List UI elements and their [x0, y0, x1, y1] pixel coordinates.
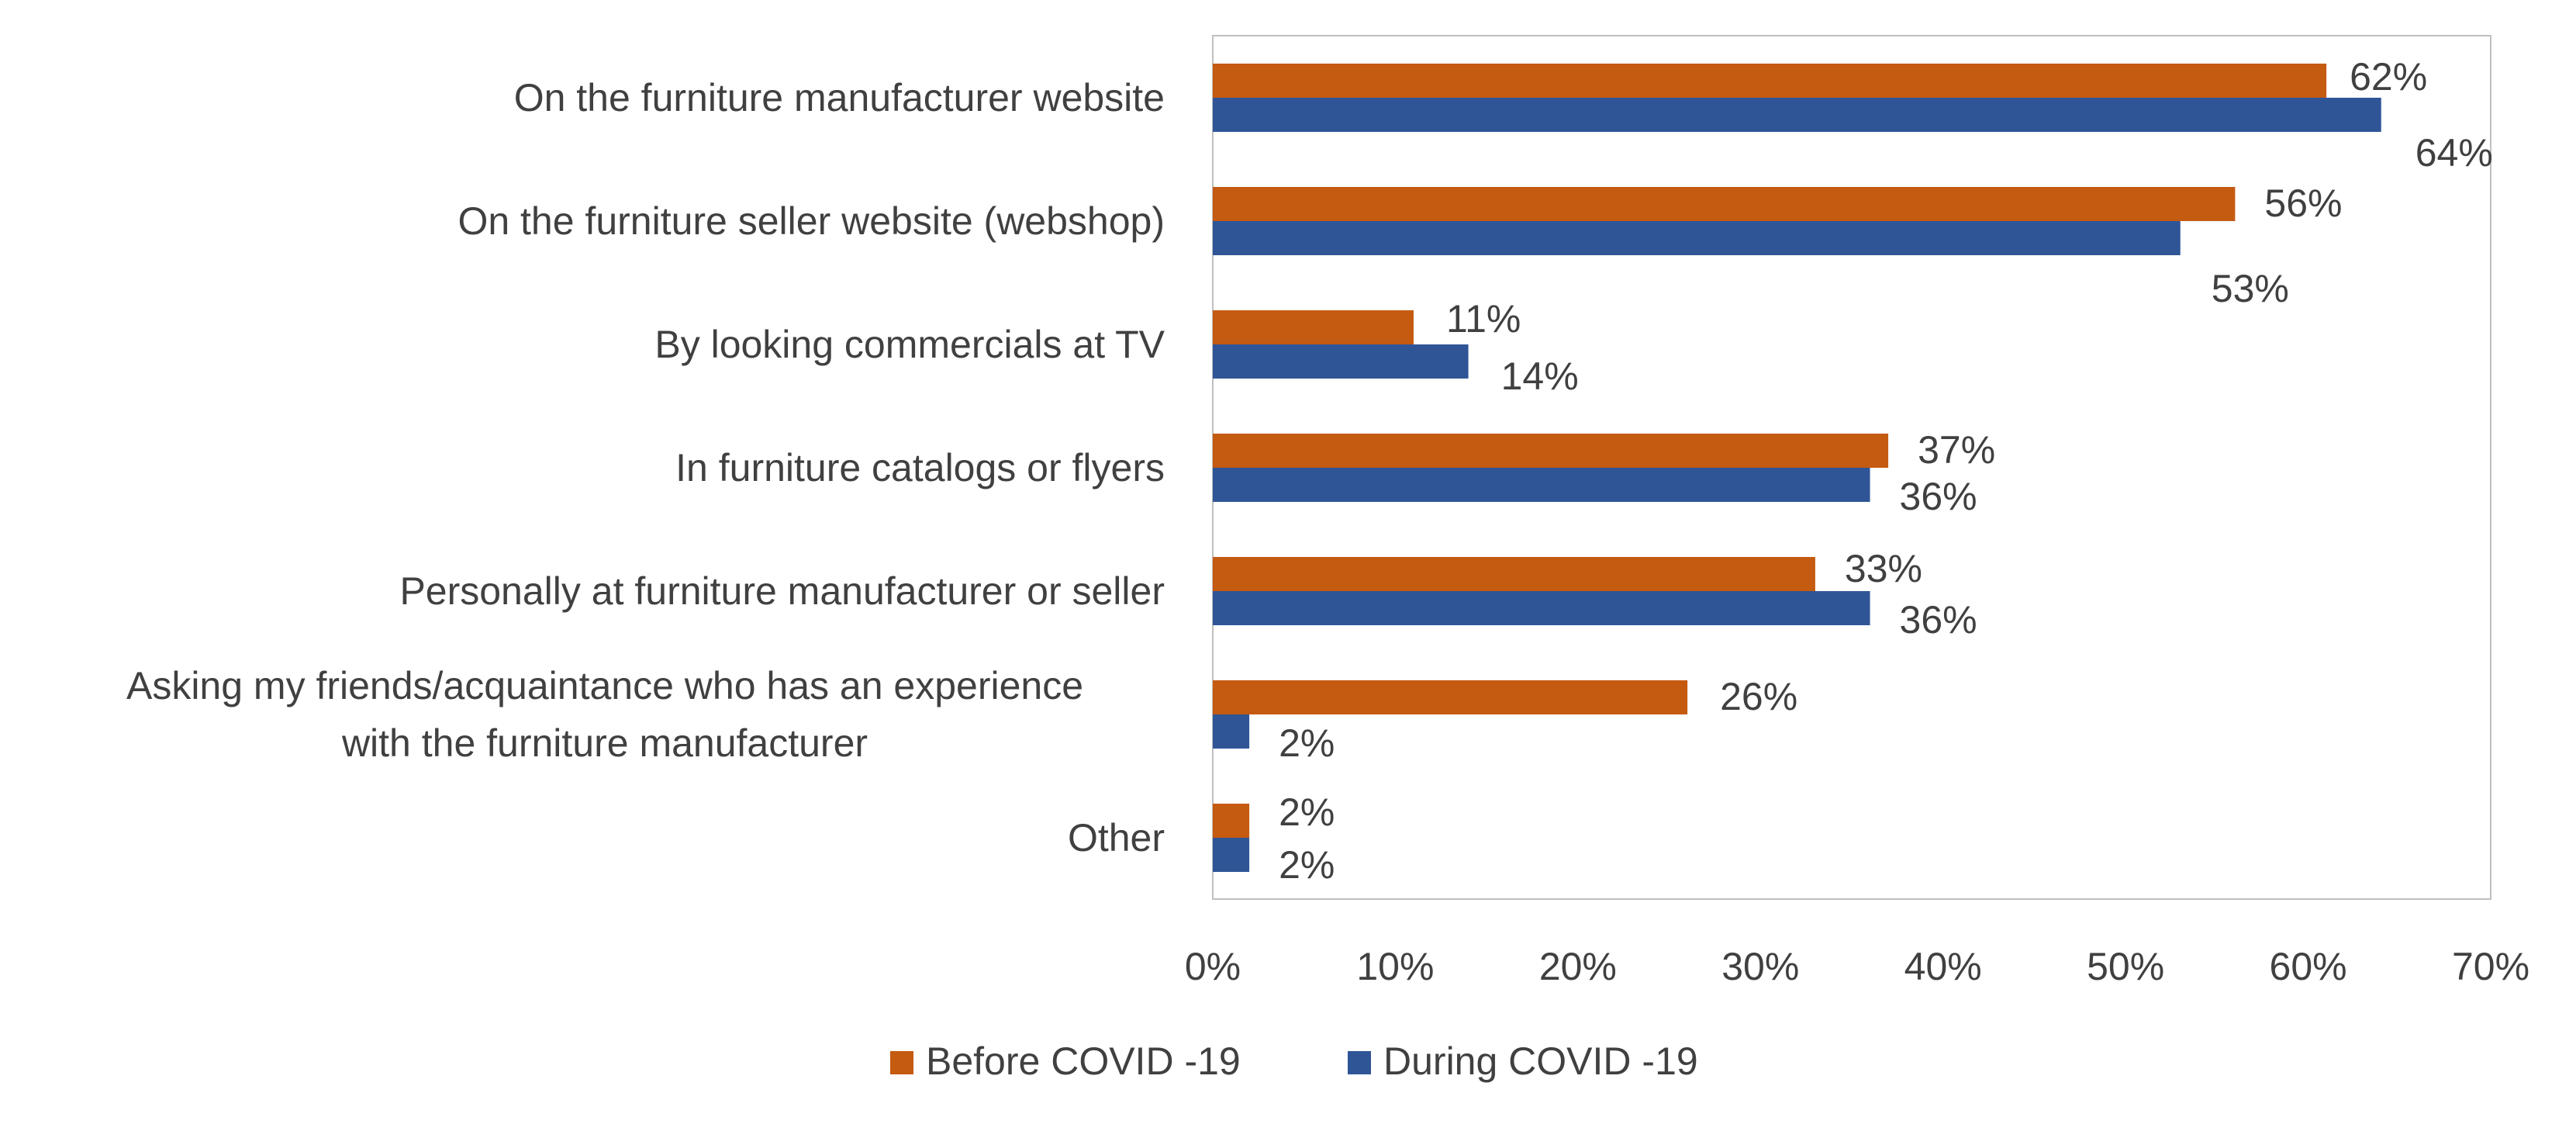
x-tick-label: 10%	[1356, 945, 1434, 988]
data-label-before-covid: 37%	[1918, 428, 1995, 472]
category-label: By looking commercials at TV	[654, 323, 1165, 366]
data-label-during-covid: 53%	[2212, 267, 2289, 310]
bar-during-covid	[1213, 714, 1250, 749]
category-label: Asking my friends/acquaintance who has a…	[126, 664, 1083, 765]
category-label: Other	[1068, 816, 1165, 859]
bar-during-covid	[1213, 591, 1870, 625]
data-labels-group: 62%64%56%53%11%14%37%36%33%36%26%2%2%2%	[1279, 55, 2493, 887]
x-tick-label: 50%	[2087, 945, 2164, 988]
data-label-before-covid: 11%	[1446, 297, 1521, 341]
data-label-before-covid: 2%	[1279, 790, 1335, 834]
category-label: Personally at furniture manufacturer or …	[399, 569, 1165, 613]
x-tick-label: 60%	[2270, 945, 2347, 988]
data-label-during-covid: 2%	[1279, 721, 1335, 765]
data-label-during-covid: 36%	[1900, 475, 1977, 518]
bar-before-covid	[1213, 434, 1889, 468]
x-axis-tick-labels: 0% 10% 20% 30% 40% 50% 60% 70%	[1185, 945, 2529, 988]
data-label-during-covid: 2%	[1279, 843, 1335, 887]
category-label: In furniture catalogs or flyers	[675, 446, 1165, 489]
x-tick-label: 70%	[2452, 945, 2529, 988]
x-tick-label: 0%	[1185, 945, 1241, 988]
legend-swatch-before-covid	[890, 1051, 913, 1074]
bar-before-covid	[1213, 804, 1250, 838]
data-label-before-covid: 26%	[1720, 675, 1797, 718]
bar-before-covid	[1213, 64, 2327, 98]
category-labels-group: On the furniture manufacturer website On …	[126, 76, 1165, 859]
data-label-during-covid: 64%	[2415, 131, 2493, 175]
bar-before-covid	[1213, 680, 1688, 714]
x-tick-label: 40%	[1904, 945, 1982, 988]
category-label: On the furniture manufacturer website	[514, 76, 1165, 119]
bar-during-covid	[1213, 468, 1870, 502]
category-label: On the furniture seller website (webshop…	[458, 199, 1165, 243]
data-label-before-covid: 33%	[1845, 547, 1922, 590]
bar-before-covid	[1213, 310, 1414, 344]
x-tick-label: 20%	[1539, 945, 1617, 988]
legend-label-before-covid: Before COVID -19	[926, 1039, 1241, 1083]
data-label-before-covid: 62%	[2350, 55, 2427, 99]
data-label-during-covid: 14%	[1501, 355, 1579, 398]
bar-before-covid	[1213, 187, 2236, 221]
legend: Before COVID -19 During COVID -19	[890, 1039, 1698, 1083]
bars-group	[1213, 64, 2381, 872]
x-tick-label: 30%	[1721, 945, 1799, 988]
data-label-before-covid: 56%	[2264, 182, 2342, 225]
bar-during-covid	[1213, 344, 1469, 379]
bar-during-covid	[1213, 221, 2181, 255]
bar-during-covid	[1213, 98, 2381, 132]
legend-label-during-covid: During COVID -19	[1383, 1039, 1698, 1083]
legend-swatch-during-covid	[1348, 1051, 1371, 1074]
data-label-during-covid: 36%	[1900, 598, 1977, 642]
bar-during-covid	[1213, 838, 1250, 872]
bar-before-covid	[1213, 557, 1815, 591]
